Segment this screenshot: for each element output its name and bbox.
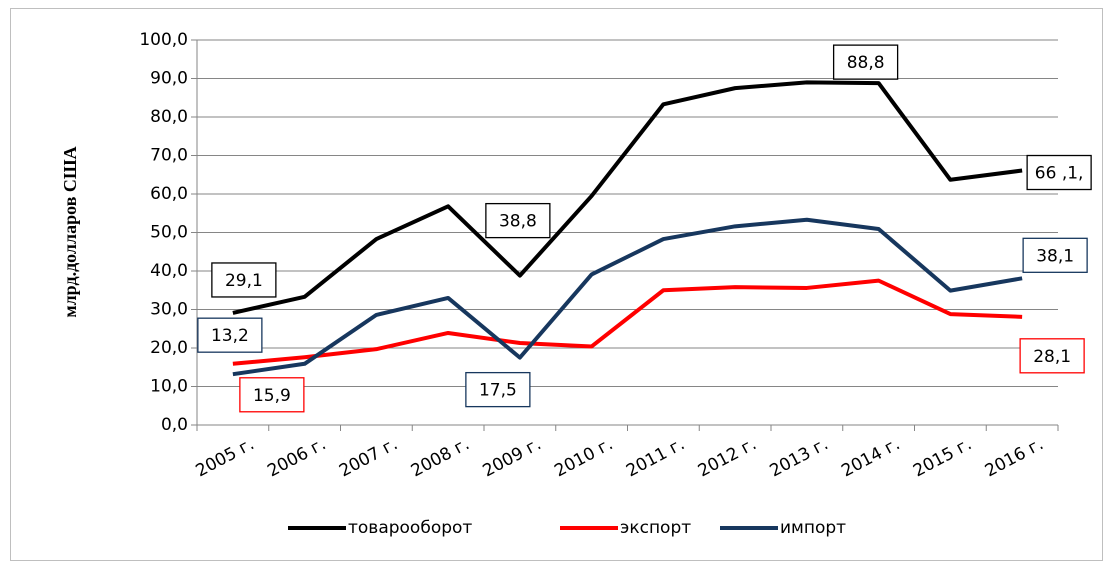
y-tick-label: 10,0 — [150, 377, 188, 397]
data-label-box — [1026, 154, 1092, 191]
data-label-box — [1019, 338, 1085, 374]
legend-label: экспорт — [620, 518, 691, 538]
chart-frame — [10, 8, 1103, 561]
data-label-box — [832, 44, 899, 80]
data-label-box — [465, 371, 531, 408]
data-label-box — [485, 202, 551, 239]
data-label: 29,1 — [225, 271, 263, 291]
data-label-box — [239, 377, 305, 413]
y-tick-label: 80,0 — [150, 107, 188, 127]
y-tick-label: 30,0 — [150, 300, 188, 320]
y-tick-label: 40,0 — [150, 261, 188, 281]
data-label: 17,5 — [479, 381, 517, 401]
y-tick-label: 90,0 — [150, 69, 188, 89]
series-line — [232, 217, 1023, 377]
data-label-box — [211, 262, 277, 298]
series-line — [232, 80, 1023, 315]
data-label-box — [1022, 237, 1088, 273]
data-label: 88,8 — [847, 53, 885, 73]
y-tick-label: 20,0 — [150, 338, 188, 358]
y-tick-label: 0,0 — [161, 415, 188, 435]
legend-label: товарооборот — [348, 518, 472, 538]
data-label-box — [197, 317, 263, 353]
data-label: 38,1 — [1036, 246, 1074, 266]
data-label: 28,1 — [1033, 347, 1071, 367]
y-tick-label: 100,0 — [139, 30, 188, 50]
data-label: 15,9 — [253, 386, 291, 406]
y-tick-label: 70,0 — [150, 146, 188, 166]
data-label: 66 ,1, — [1035, 164, 1084, 184]
data-label: 38,8 — [499, 212, 537, 232]
y-axis-label: млрд.долларов США — [60, 146, 80, 317]
y-tick-label: 60,0 — [150, 184, 188, 204]
legend-label: импорт — [780, 518, 846, 538]
data-label: 13,2 — [211, 326, 249, 346]
series-line — [232, 278, 1023, 366]
y-tick-label: 50,0 — [150, 223, 188, 243]
